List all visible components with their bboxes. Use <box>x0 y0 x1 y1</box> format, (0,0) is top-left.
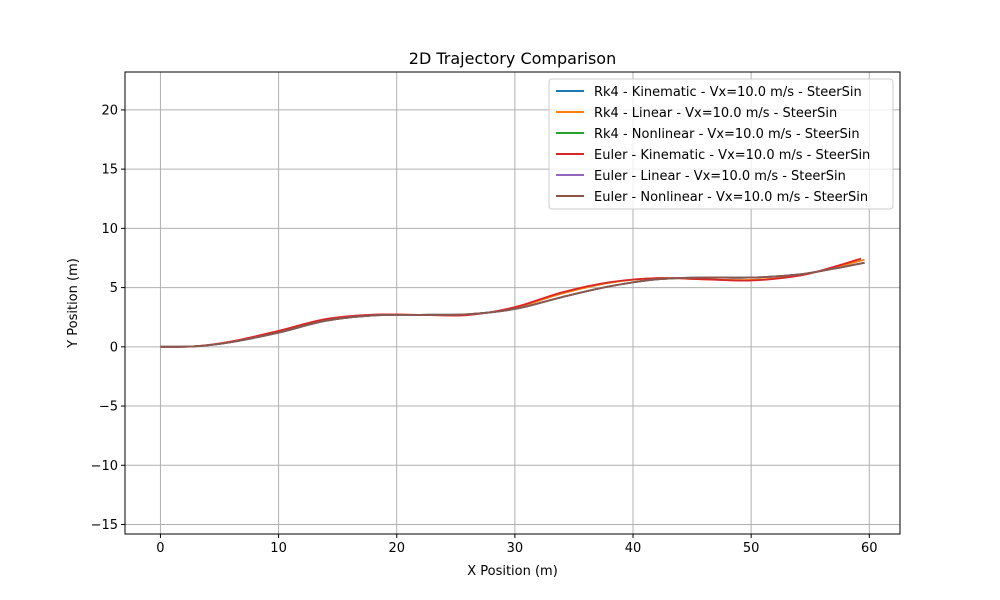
y-tick-label: −15 <box>91 518 118 533</box>
y-tick-label: 10 <box>101 222 118 237</box>
y-tick-label: 15 <box>101 163 118 178</box>
legend-label: Rk4 - Kinematic - Vx=10.0 m/s - SteerSin <box>594 85 862 100</box>
x-tick-label: 0 <box>156 541 164 556</box>
x-tick-label: 50 <box>743 541 760 556</box>
ticks: 0 10 20 30 40 50 60 −15 −10 −5 0 5 10 15 20 <box>91 103 878 556</box>
y-tick-label: 0 <box>110 340 118 355</box>
legend-label: Euler - Nonlinear - Vx=10.0 m/s - SteerS… <box>594 190 868 205</box>
series-group <box>160 257 865 348</box>
x-tick-label: 20 <box>388 541 405 556</box>
x-tick-label: 10 <box>270 541 287 556</box>
plot-frame <box>124 71 901 535</box>
y-tick-label: 5 <box>110 281 118 296</box>
y-axis-title: Y Position (m) <box>66 258 81 349</box>
legend-label: Rk4 - Nonlinear - Vx=10.0 m/s - SteerSin <box>594 127 860 142</box>
legend-label: Euler - Linear - Vx=10.0 m/s - SteerSin <box>594 169 846 184</box>
legend-frame <box>548 78 894 210</box>
y-tick-label: −10 <box>91 459 118 474</box>
chart-title: 2D Trajectory Comparison <box>409 49 616 68</box>
series-line-4 <box>160 257 862 348</box>
series-line-6 <box>160 261 865 348</box>
x-tick-label: 40 <box>625 541 642 556</box>
x-axis-title: X Position (m) <box>467 564 558 579</box>
y-tick-label: 20 <box>101 103 118 118</box>
y-tick-label: −5 <box>99 400 118 415</box>
x-tick-label: 60 <box>861 541 878 556</box>
x-tick-label: 30 <box>507 541 524 556</box>
legend: Rk4 - Kinematic - Vx=10.0 m/s - SteerSin… <box>548 78 894 210</box>
legend-label: Euler - Kinematic - Vx=10.0 m/s - SteerS… <box>594 148 870 163</box>
legend-label: Rk4 - Linear - Vx=10.0 m/s - SteerSin <box>594 106 837 121</box>
